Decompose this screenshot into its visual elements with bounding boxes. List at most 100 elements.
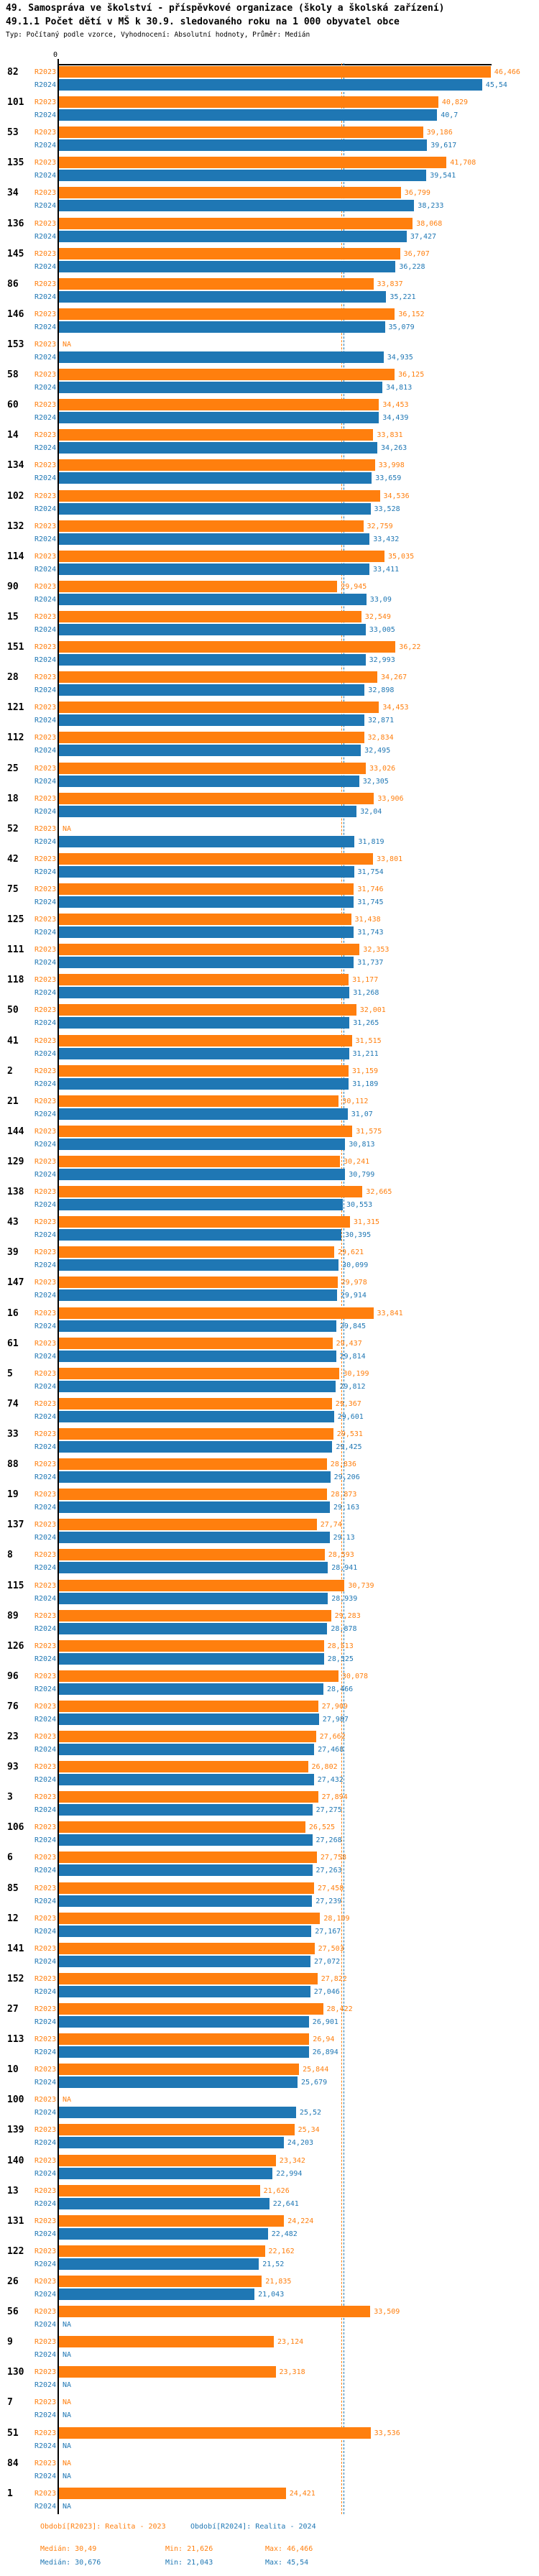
group-id-label: 61 bbox=[7, 1338, 19, 1349]
chart-group: 130 R2023 R2024 23,318 NA bbox=[0, 2366, 539, 2392]
chart-group: 53 R2023 R2024 39,186 39,617 bbox=[0, 126, 539, 152]
value-label-r2023: 33,837 bbox=[377, 280, 403, 288]
bar-r2023 bbox=[59, 1942, 315, 1954]
series-label-r2023: R2023 bbox=[34, 1157, 57, 1166]
bar-r2023 bbox=[59, 2487, 286, 2499]
value-label-r2024: 31,265 bbox=[353, 1019, 379, 1028]
bar-r2024 bbox=[59, 2016, 309, 2028]
series-label-r2024: R2024 bbox=[34, 353, 57, 362]
value-label-r2024: 22,994 bbox=[276, 2169, 303, 2178]
chart-group: 74 R2023 R2024 29,367 29,601 bbox=[0, 1397, 539, 1424]
chart-group: 76 R2023 R2024 27,909 27,987 bbox=[0, 1700, 539, 1726]
group-id-label: 145 bbox=[7, 248, 24, 259]
value-label-r2024: 25,679 bbox=[301, 2079, 328, 2087]
value-label-r2024: NA bbox=[63, 2321, 72, 2329]
chart-group: 89 R2023 R2024 29,283 28,878 bbox=[0, 1609, 539, 1636]
series-label-r2023: R2023 bbox=[34, 2096, 57, 2104]
value-label-r2023: NA bbox=[63, 2459, 72, 2467]
bar-r2024 bbox=[59, 1925, 312, 1937]
chart-group: 138 R2023 R2024 32,665 30,553 bbox=[0, 1186, 539, 1212]
chart-group: 26 R2023 R2024 21,835 21,043 bbox=[0, 2276, 539, 2301]
series-label-r2023: R2023 bbox=[34, 1974, 57, 1983]
series-label-r2024: R2024 bbox=[34, 505, 57, 513]
chart-group: 8 R2023 R2024 28,593 28,941 bbox=[0, 1549, 539, 1575]
chart-group: 144 R2023 R2024 31,575 30,813 bbox=[0, 1125, 539, 1151]
group-id-label: 146 bbox=[7, 308, 24, 320]
bar-r2024 bbox=[59, 563, 369, 575]
value-label-r2024: 27,046 bbox=[313, 1987, 340, 1996]
bar-r2024 bbox=[59, 1440, 333, 1453]
bar-r2023 bbox=[59, 2366, 276, 2378]
value-label-r2024: 29,845 bbox=[339, 1322, 367, 1330]
series-label-r2023: R2023 bbox=[34, 98, 57, 107]
bar-r2024 bbox=[59, 1199, 343, 1211]
bar-r2023 bbox=[59, 762, 366, 774]
bar-r2023 bbox=[59, 2214, 285, 2227]
chart-group: 88 R2023 R2024 28,836 29,206 bbox=[0, 1458, 539, 1484]
value-label-r2023: 23,318 bbox=[279, 2368, 305, 2377]
value-label-r2023: 30,241 bbox=[344, 1157, 370, 1166]
bar-r2024 bbox=[59, 1168, 346, 1180]
chart-group: 51 R2023 R2024 33,536 NA bbox=[0, 2426, 539, 2453]
group-id-label: 33 bbox=[7, 1428, 19, 1440]
series-label-r2024: R2024 bbox=[34, 898, 57, 906]
group-id-label: 137 bbox=[7, 1519, 24, 1531]
bar-r2023 bbox=[59, 459, 375, 472]
chart-group: 145 R2023 R2024 36,707 36,228 bbox=[0, 247, 539, 274]
value-label-r2024: 31,268 bbox=[353, 989, 379, 998]
series-label-r2024: R2024 bbox=[34, 2351, 57, 2360]
series-label-r2023: R2023 bbox=[34, 582, 57, 591]
chart-group: 60 R2023 R2024 34,453 34,439 bbox=[0, 399, 539, 425]
value-label-r2024: 35,221 bbox=[390, 293, 416, 301]
value-label-r2024: 29,814 bbox=[339, 1352, 366, 1361]
chart-group: 56 R2023 R2024 33,509 NA bbox=[0, 2306, 539, 2332]
value-label-r2024: 30,553 bbox=[346, 1201, 373, 1210]
value-label-r2024: 31,819 bbox=[358, 837, 384, 846]
group-id-label: 138 bbox=[7, 1187, 24, 1198]
series-label-r2024: R2024 bbox=[34, 2321, 57, 2329]
chart-group: 52 R2023 R2024 NA 31,819 bbox=[0, 823, 539, 849]
chart-group: 3 R2023 R2024 27,894 27,275 bbox=[0, 1791, 539, 1817]
series-label-r2023: R2023 bbox=[34, 612, 57, 621]
group-id-label: 8 bbox=[7, 1550, 13, 1561]
bar-r2024 bbox=[59, 1683, 323, 1695]
value-label-r2023: 29,945 bbox=[341, 582, 367, 591]
group-id-label: 6 bbox=[7, 1852, 13, 1864]
bar-r2024 bbox=[59, 230, 407, 242]
bar-r2024 bbox=[59, 412, 379, 424]
series-label-r2024: R2024 bbox=[34, 414, 57, 423]
group-id-label: 26 bbox=[7, 2276, 19, 2288]
value-label-r2024: 26,894 bbox=[312, 2048, 338, 2057]
bar-r2023 bbox=[59, 66, 491, 78]
value-label-r2023: 34,536 bbox=[383, 492, 410, 500]
series-label-r2024: R2024 bbox=[34, 1564, 57, 1573]
value-label-r2024: 35,079 bbox=[388, 323, 415, 331]
group-id-label: 15 bbox=[7, 611, 19, 622]
bar-r2023 bbox=[59, 1852, 317, 1864]
series-label-r2024: R2024 bbox=[34, 2079, 57, 2087]
group-id-label: 25 bbox=[7, 763, 19, 774]
chart-group: 106 R2023 R2024 26,525 27,268 bbox=[0, 1821, 539, 1847]
value-label-r2023: 34,453 bbox=[382, 704, 409, 712]
value-label-r2024: 33,528 bbox=[374, 505, 400, 513]
group-id-label: 115 bbox=[7, 1580, 24, 1591]
bar-r2023 bbox=[59, 1972, 318, 1984]
value-label-r2024: 34,935 bbox=[387, 353, 413, 362]
bar-r2023 bbox=[59, 671, 377, 684]
value-label-r2023: 25,34 bbox=[298, 2126, 320, 2135]
series-label-r2024: R2024 bbox=[34, 1049, 57, 1058]
bar-r2024 bbox=[59, 290, 387, 303]
group-id-label: 136 bbox=[7, 218, 24, 229]
median-line-r2023 bbox=[341, 63, 343, 2514]
chart-group: 16 R2023 R2024 33,841 29,845 bbox=[0, 1307, 539, 1333]
value-label-r2024: 27,268 bbox=[315, 1836, 342, 1845]
series-label-r2024: R2024 bbox=[34, 595, 57, 604]
group-id-label: 88 bbox=[7, 1459, 19, 1471]
series-label-r2023: R2023 bbox=[34, 764, 57, 773]
series-label-r2024: R2024 bbox=[34, 1867, 57, 1875]
bar-r2023 bbox=[59, 1367, 340, 1379]
value-label-r2024: 27,468 bbox=[318, 1746, 344, 1754]
series-label-r2023: R2023 bbox=[34, 2459, 57, 2467]
bar-r2024 bbox=[59, 1592, 328, 1604]
